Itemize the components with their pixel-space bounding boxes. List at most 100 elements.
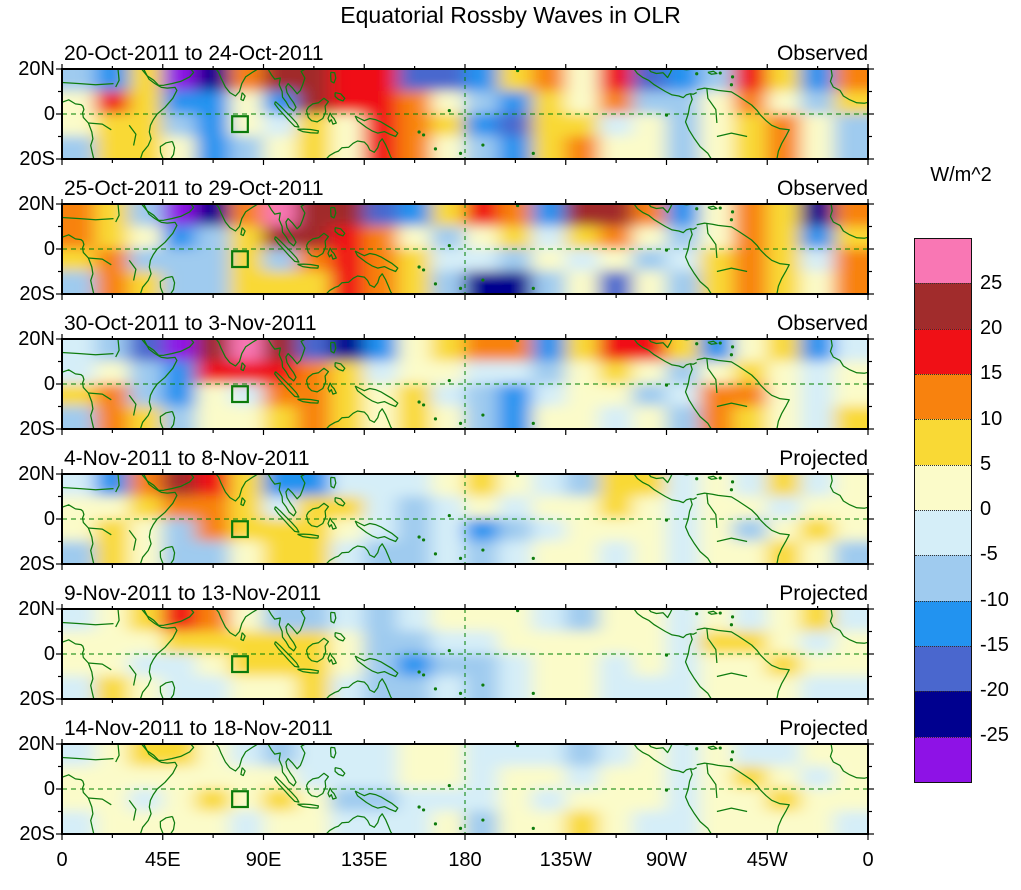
heatmap-layer — [62, 204, 868, 294]
colorbar-tick-label: 25 — [980, 271, 1003, 294]
y-tick-label: 20N — [18, 462, 55, 485]
map-svg — [56, 469, 874, 570]
colorbar-segment — [915, 600, 971, 646]
map-panel: 20N 0 20S — [18, 463, 874, 575]
coastline-layer — [62, 609, 868, 699]
x-tick-label: 45E — [144, 849, 181, 871]
colorbar-tick-label: -20 — [980, 679, 1009, 701]
map-panel: 20N 0 20S — [18, 328, 874, 440]
x-tick-label: 90E — [245, 849, 282, 871]
panel-border — [61, 743, 869, 835]
map-panel: 20N 0 20S — [18, 58, 874, 170]
x-tick-label: 0 — [56, 849, 68, 871]
map-svg — [56, 199, 874, 300]
coastline-layer — [62, 474, 868, 564]
colorbar-segment — [915, 555, 971, 601]
x-tick-label: 135E — [340, 849, 388, 871]
y-tick-label: 20N — [18, 327, 55, 350]
y-tick-label: 20S — [19, 822, 55, 845]
y-tick-label: 20N — [18, 192, 55, 215]
panel-border — [61, 338, 869, 430]
coastline-layer — [62, 744, 868, 834]
colorbar-segment — [915, 645, 971, 692]
colorbar-tick-label: -10 — [980, 588, 1009, 611]
y-tick-label: 0 — [43, 507, 55, 530]
colorbar-tick-label: 20 — [980, 317, 1003, 339]
colorbar-tick-label: 15 — [980, 362, 1003, 385]
colorbar-tick-label: -5 — [980, 543, 998, 566]
region-box — [231, 655, 249, 674]
panel-header: 30-Oct-2011 to 3-Nov-2011 Observed — [62, 311, 868, 337]
region-box — [231, 250, 249, 269]
coastline-layer — [62, 204, 868, 294]
panel-border — [61, 68, 869, 160]
colorbar-segment — [915, 691, 971, 737]
y-tick-label: 20S — [19, 552, 55, 575]
y-tick-label: 20N — [18, 732, 55, 755]
panel-status-label: Projected — [779, 582, 868, 605]
map-svg — [56, 739, 874, 840]
panel-header: 25-Oct-2011 to 29-Oct-2011 Observed — [62, 176, 868, 202]
region-box — [231, 385, 249, 404]
colorbar-segment — [915, 736, 971, 782]
panel-header: 9-Nov-2011 to 13-Nov-2011 Projected — [62, 581, 868, 607]
region-box — [231, 520, 249, 539]
colorbar-segment — [915, 239, 971, 284]
y-tick-label: 0 — [43, 642, 55, 665]
panel-header: 14-Nov-2011 to 18-Nov-2011 Projected — [62, 716, 868, 742]
region-box — [231, 115, 249, 134]
panel-header: 4-Nov-2011 to 8-Nov-2011 Projected — [62, 446, 868, 472]
y-tick-label: 20S — [19, 282, 55, 305]
colorbar — [914, 238, 972, 783]
panel-date-range: 9-Nov-2011 to 13-Nov-2011 — [64, 582, 322, 605]
panel-status-label: Projected — [779, 447, 868, 470]
panel-date-range: 25-Oct-2011 to 29-Oct-2011 — [64, 177, 324, 200]
colorbar-tick-label: 10 — [980, 407, 1003, 430]
y-tick-label: 0 — [43, 237, 55, 260]
colorbar-segment — [915, 328, 971, 374]
colorbar-units-label: W/m^2 — [930, 164, 992, 186]
panel-date-range: 4-Nov-2011 to 8-Nov-2011 — [64, 447, 310, 470]
map-svg — [56, 604, 874, 705]
panel-header: 20-Oct-2011 to 24-Oct-2011 Observed — [62, 41, 868, 67]
panel-status-label: Projected — [779, 717, 868, 740]
region-box — [231, 790, 249, 809]
y-tick-label: 0 — [43, 372, 55, 395]
panel-border — [61, 203, 869, 295]
colorbar-tick-label: -25 — [980, 724, 1009, 747]
y-tick-label: 0 — [43, 102, 55, 125]
panel-date-range: 14-Nov-2011 to 18-Nov-2011 — [64, 717, 333, 740]
map-svg — [56, 64, 874, 165]
y-tick-label: 20S — [19, 417, 55, 440]
panel-border — [61, 473, 869, 565]
coastline-layer — [62, 69, 868, 159]
figure-title: Equatorial Rossby Waves in OLR — [340, 2, 681, 28]
colorbar-segment — [915, 419, 971, 465]
colorbar-tick-label: -15 — [980, 633, 1009, 656]
y-tick-label: 20S — [19, 687, 55, 710]
panel-status-label: Observed — [776, 42, 868, 65]
y-tick-label: 20N — [18, 57, 55, 80]
coastline-layer — [62, 339, 868, 429]
x-tick-label: 135W — [539, 849, 592, 871]
x-axis: 0 45E 90E 135E 180 135W 90W 45W 0 — [56, 849, 873, 875]
axis-ticks — [56, 64, 874, 165]
colorbar-segment — [915, 464, 971, 510]
y-tick-label: 20N — [18, 597, 55, 620]
map-panel: 20N 0 20S — [18, 193, 874, 305]
x-tick-label: 45W — [746, 849, 788, 871]
x-tick-label: 180 — [448, 849, 482, 871]
panel-status-label: Observed — [776, 177, 868, 200]
colorbar-segment — [915, 283, 971, 329]
colorbar-tick-label: 0 — [980, 498, 992, 520]
colorbar-segment — [915, 509, 971, 556]
panel-date-range: 30-Oct-2011 to 3-Nov-2011 — [64, 312, 317, 335]
heatmap-layer — [62, 744, 868, 834]
map-panel: 20N 0 20S — [18, 598, 874, 710]
map-svg — [56, 334, 874, 435]
panel-status-label: Observed — [776, 312, 868, 335]
x-tick-label: 0 — [862, 849, 874, 871]
panel-border — [61, 608, 869, 700]
colorbar-segment — [915, 373, 971, 420]
